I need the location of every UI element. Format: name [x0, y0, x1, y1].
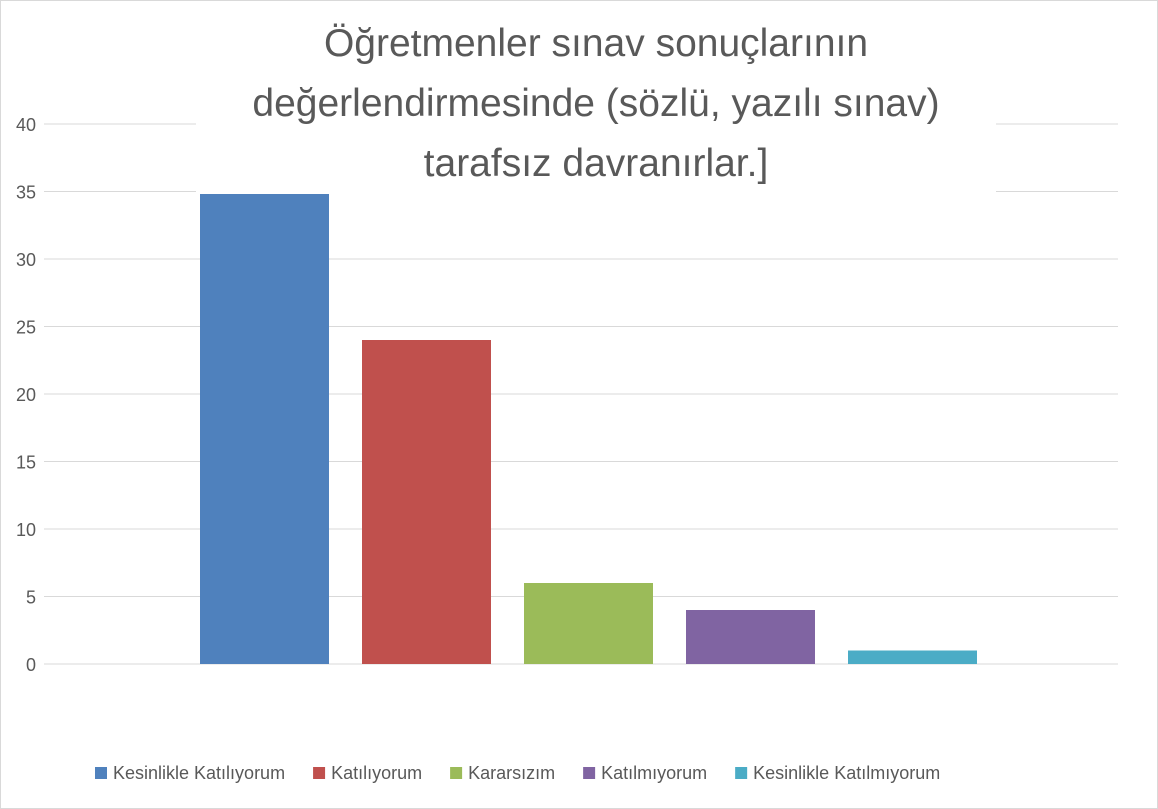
bar — [686, 610, 815, 664]
legend-swatch — [313, 767, 326, 779]
y-tick-label: 20 — [16, 385, 36, 405]
legend-swatch — [95, 767, 107, 779]
legend-swatch — [735, 767, 748, 779]
legend-label: Katılıyorum — [331, 763, 422, 783]
y-tick-label: 15 — [16, 452, 36, 472]
legend-label: Katılmıyorum — [601, 763, 707, 783]
y-tick-label: 40 — [16, 115, 36, 135]
bar — [362, 340, 491, 664]
y-tick-label: 5 — [26, 587, 36, 607]
y-tick-label: 35 — [16, 182, 36, 202]
bar — [524, 583, 653, 664]
y-tick-label: 30 — [16, 250, 36, 270]
y-tick-label: 25 — [16, 317, 36, 337]
y-tick-label: 10 — [16, 520, 36, 540]
y-tick-label: 0 — [26, 655, 36, 675]
legend-swatch — [583, 767, 596, 779]
legend-label: Kesinlikle Katılıyorum — [113, 763, 285, 783]
bar — [848, 650, 977, 664]
legend-swatch — [450, 767, 463, 779]
legend-label: Kararsızım — [468, 763, 555, 783]
bar — [200, 178, 329, 664]
chart-title: Öğretmenler sınav sonuçlarının değerlend… — [196, 14, 996, 194]
legend-label: Kesinlikle Katılmıyorum — [753, 763, 940, 783]
